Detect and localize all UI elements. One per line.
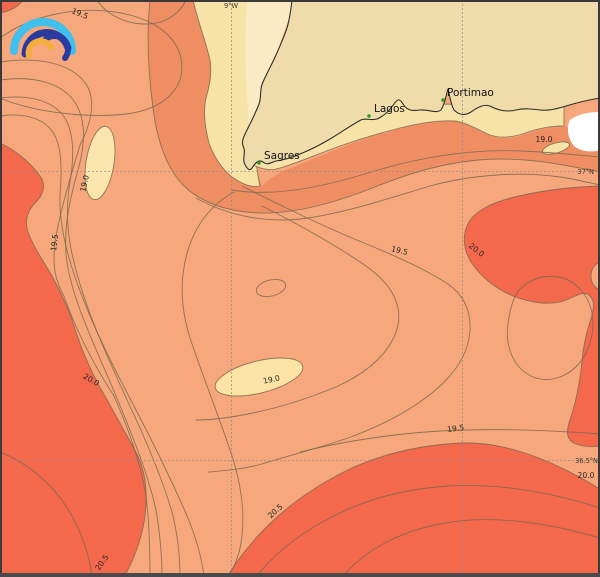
hot-region-notch — [590, 262, 600, 290]
hot-region-west — [0, 142, 147, 577]
logo-arc-yellow — [25, 38, 54, 59]
map-frame-bottom — [0, 573, 600, 577]
hot-region-south — [226, 442, 600, 577]
grid-label: 37°N — [577, 168, 594, 176]
city-label: Sagres — [264, 150, 300, 162]
grid-label: 36.5°N — [575, 457, 598, 465]
agency-logo — [10, 18, 76, 61]
contour-label: 19.5 — [447, 423, 465, 434]
contour-label: 19.5 — [390, 244, 409, 257]
city-marker — [257, 161, 261, 165]
contour-label: 19.0 — [78, 174, 91, 193]
city-label: Lagos — [374, 103, 405, 115]
contour-label: 19.0 — [536, 135, 553, 144]
logo-arc-cyan — [10, 18, 76, 55]
hot-region-east — [463, 185, 600, 448]
city-marker — [441, 98, 445, 102]
city-marker — [367, 114, 371, 118]
contour-label: 20.0 — [578, 471, 595, 480]
logo-arc-blue-inner — [41, 33, 71, 61]
contour-label: 19.5 — [49, 234, 60, 252]
cool-patch-center — [214, 357, 304, 397]
cool-patch-west — [84, 125, 116, 201]
city-label: Portimao — [447, 87, 494, 99]
grid-label: 9°W — [224, 2, 238, 10]
no-data-patch — [567, 112, 600, 152]
land-region — [241, 0, 600, 171]
contour-label: 19.0 — [262, 373, 281, 385]
